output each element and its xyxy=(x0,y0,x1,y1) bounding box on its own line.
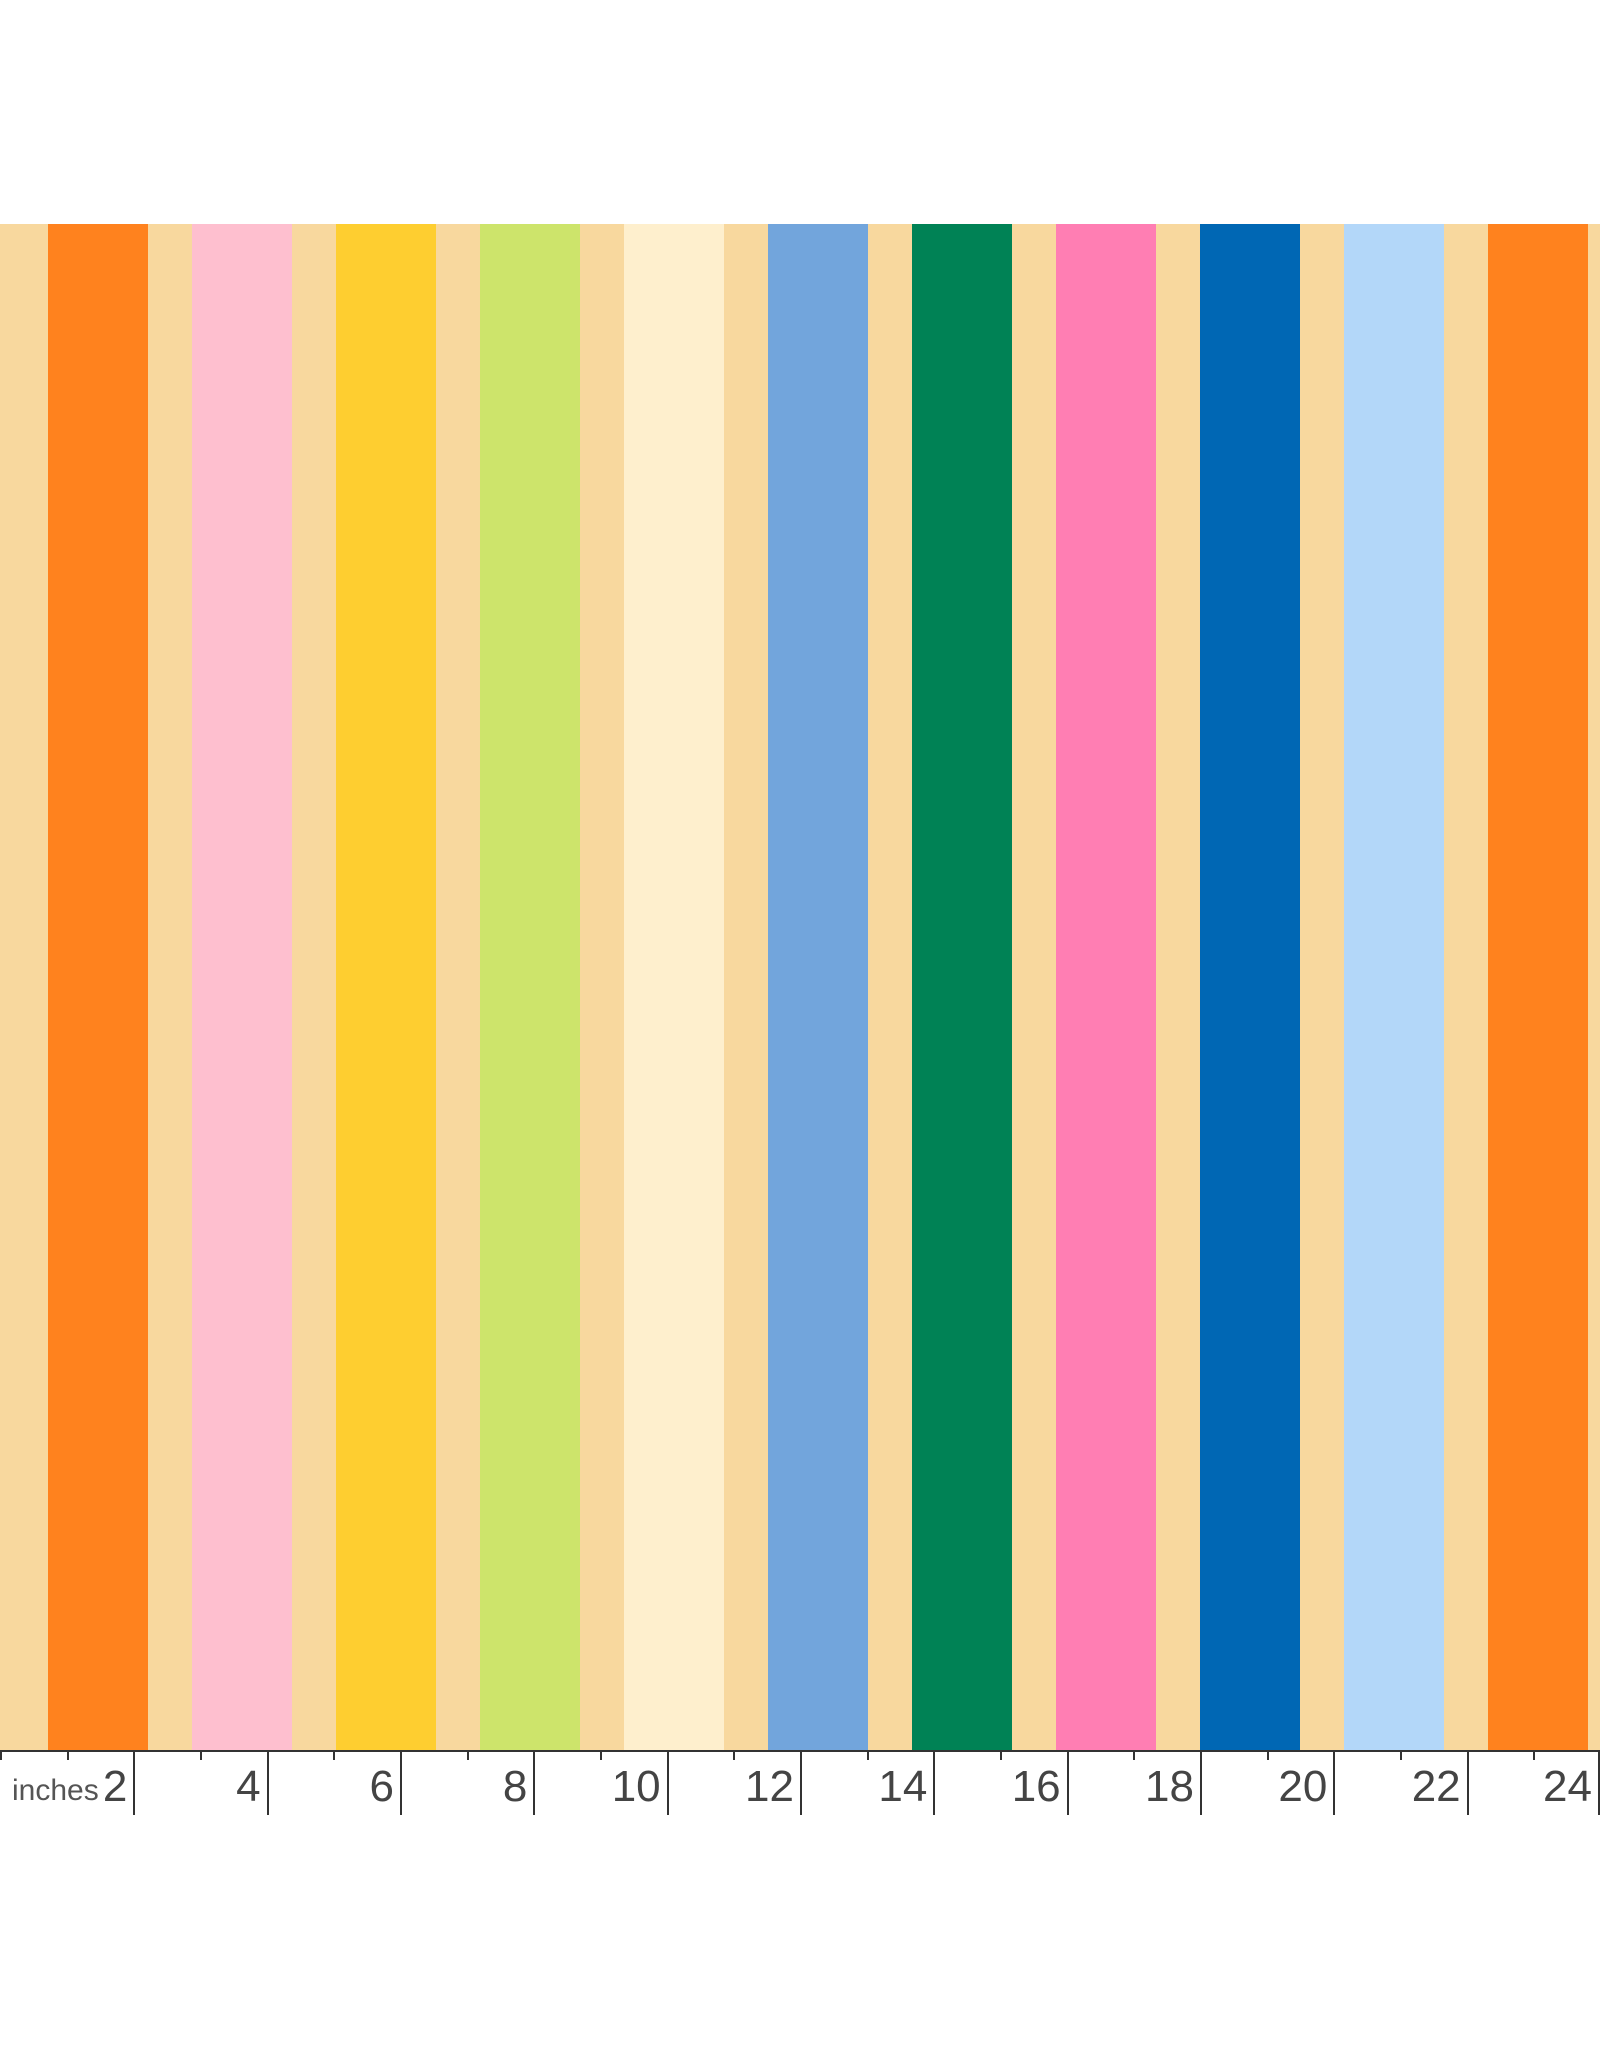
ruler-tick-label: 16 xyxy=(1011,1762,1061,1811)
ruler-tick-label: 4 xyxy=(236,1762,261,1811)
ruler-unit-label: inches xyxy=(12,1774,99,1807)
stripe-10 xyxy=(1344,224,1444,1750)
stripe-2 xyxy=(192,224,292,1750)
ruler-major-tick xyxy=(800,1750,802,1815)
ruler-major-tick xyxy=(533,1750,536,1815)
ruler-minor-tick xyxy=(866,1750,869,1760)
ruler-minor-tick xyxy=(600,1750,602,1760)
ruler-major-tick xyxy=(266,1750,269,1815)
ruler-tick-label: 22 xyxy=(1411,1762,1461,1811)
ruler-major-tick xyxy=(666,1750,669,1815)
ruler-minor-tick xyxy=(733,1750,736,1760)
ruler-major-tick xyxy=(1466,1750,1469,1815)
ruler-minor-tick xyxy=(1133,1750,1136,1760)
ruler-minor-tick xyxy=(1533,1750,1536,1760)
ruler-tick-label: 12 xyxy=(745,1762,794,1811)
stripe-6 xyxy=(768,224,868,1750)
ruler-tick-label: 18 xyxy=(1145,1762,1194,1811)
ruler-minor-tick xyxy=(1400,1750,1402,1760)
stripe-3 xyxy=(336,224,436,1750)
stripe-7 xyxy=(912,224,1012,1750)
ruler-tick-label: 2 xyxy=(102,1762,128,1811)
ruler-major-tick xyxy=(1066,1750,1069,1815)
ruler-minor-tick xyxy=(0,1750,2,1760)
stripe-9 xyxy=(1200,224,1300,1750)
stripe-11 xyxy=(1488,224,1588,1750)
ruler-minor-tick xyxy=(66,1750,69,1760)
ruler-minor-tick xyxy=(466,1750,469,1760)
ruler-tick-label: 8 xyxy=(502,1762,528,1811)
ruler-tick-label: 20 xyxy=(1278,1762,1328,1811)
ruler-major-tick xyxy=(1333,1750,1336,1815)
ruler-major-tick xyxy=(1598,1750,1600,1815)
ruler-minor-tick xyxy=(333,1750,336,1760)
ruler-tick-label: 24 xyxy=(1543,1762,1592,1811)
ruler-major-tick xyxy=(133,1750,136,1815)
stripe-8 xyxy=(1056,224,1156,1750)
ruler-major-tick xyxy=(1200,1750,1202,1815)
ruler-major-tick xyxy=(400,1750,402,1815)
stripe-1 xyxy=(48,224,148,1750)
ruler-minor-tick xyxy=(1266,1750,1269,1760)
ruler-tick-label: 10 xyxy=(611,1762,661,1811)
inch-ruler: inches 2 4 6 8 10 12 14 16 18 20 22 24 xyxy=(0,1750,1600,1820)
ruler-tick-label: 14 xyxy=(878,1762,928,1811)
ruler-major-tick xyxy=(933,1750,936,1815)
fabric-swatch xyxy=(0,224,1600,1750)
ruler-minor-tick xyxy=(1000,1750,1002,1760)
stripe-4 xyxy=(480,224,580,1750)
ruler-tick-label: 6 xyxy=(369,1762,394,1811)
ruler-minor-tick xyxy=(200,1750,202,1760)
stripe-5 xyxy=(624,224,724,1750)
